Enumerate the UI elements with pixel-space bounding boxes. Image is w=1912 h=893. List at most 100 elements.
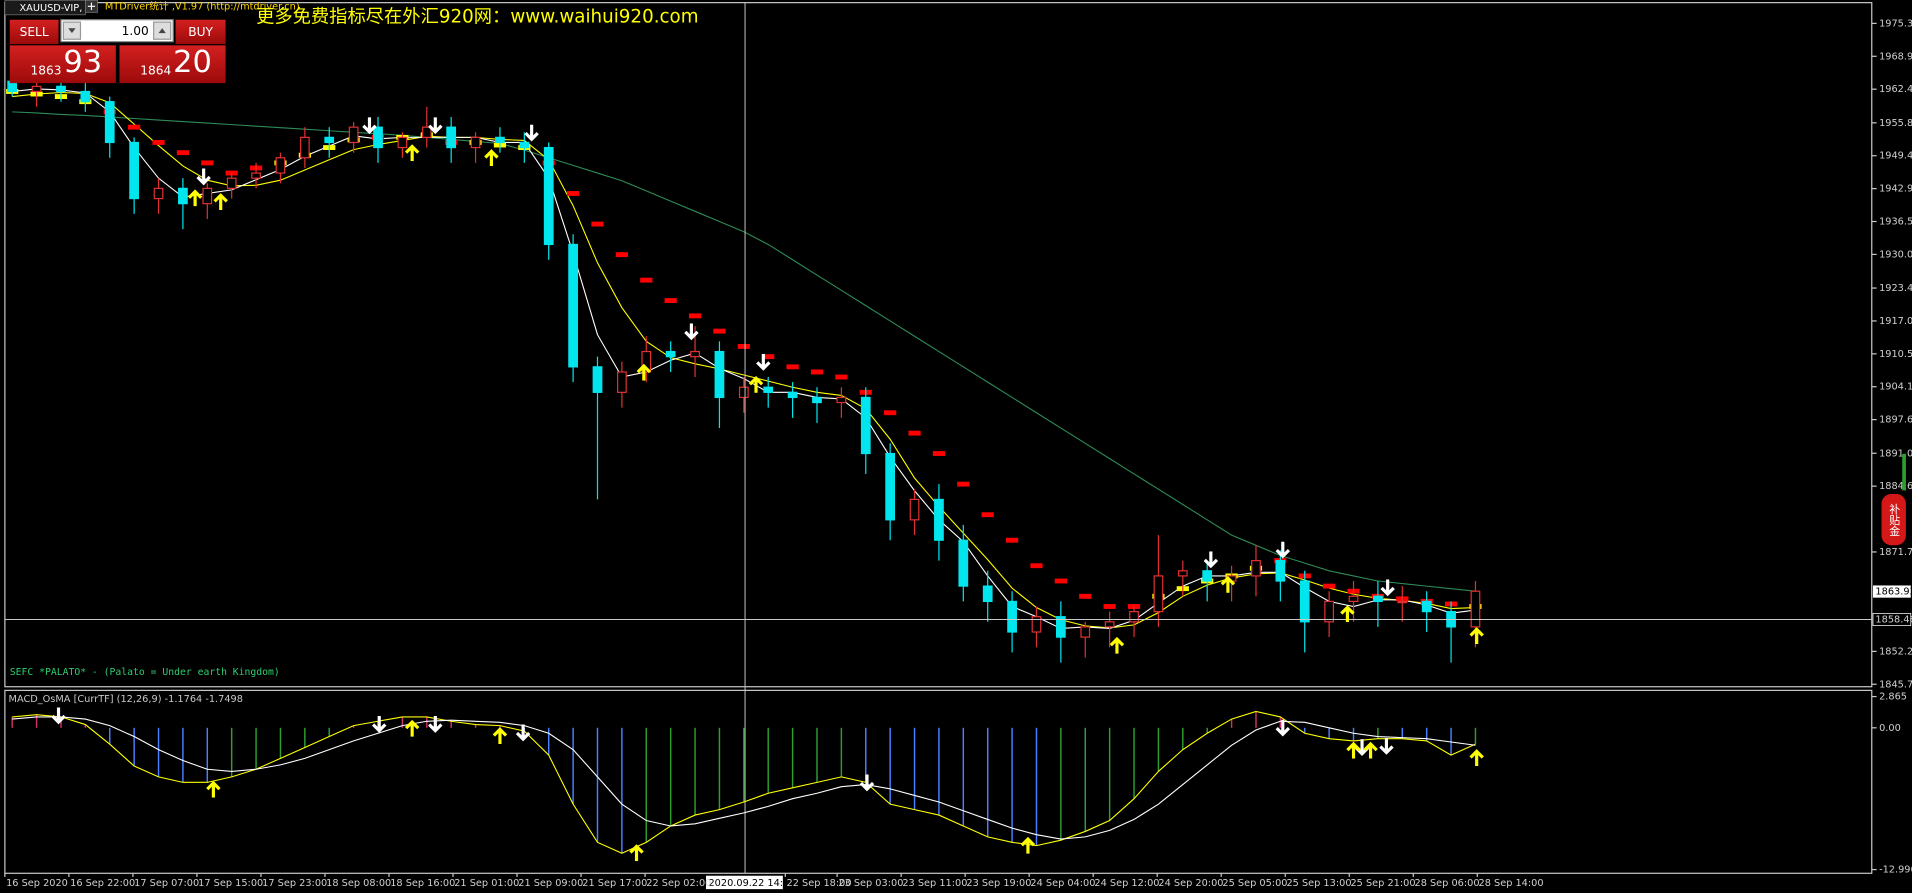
candle-body — [1348, 595, 1359, 603]
candle-body — [519, 141, 530, 149]
sell-button[interactable] — [9, 19, 59, 45]
candle-body — [251, 172, 261, 179]
candle-body — [1055, 616, 1066, 638]
candle-body — [226, 177, 237, 189]
plot-layer: 1975.35 1968.90 1962.45 1955.85 1949.40 1942.… — [4, 2, 1912, 890]
osc-label: MACD_OsMA [CurrTF] (12,26,9) -1.1764 -1.… — [9, 694, 243, 705]
trend-dot — [713, 328, 726, 334]
y-tick-label: 1949.40 — [1879, 151, 1912, 162]
trend-dot — [664, 298, 677, 303]
x-tick-label: 21 Sep 01:00 — [454, 878, 519, 889]
bid-box[interactable] — [9, 45, 116, 84]
candle-body — [812, 396, 822, 404]
candle-body — [714, 350, 725, 399]
y-tick-label: 1923.45 — [1879, 283, 1912, 294]
candle-body — [1129, 610, 1139, 623]
candle-body — [178, 187, 188, 205]
y-tick-label: 1968.90 — [1879, 51, 1912, 62]
bid-label: 1863.93 — [1875, 587, 1912, 598]
y-tick-label: 1917.00 — [1879, 316, 1912, 327]
candle-body — [958, 539, 969, 587]
y-tick-label: 1904.10 — [1879, 382, 1912, 393]
lots-up-icon — [158, 28, 166, 34]
candle-body — [543, 146, 554, 246]
candle-body — [1421, 600, 1432, 613]
candle-body — [763, 386, 774, 393]
trend-dot — [1323, 583, 1336, 589]
candle-body — [592, 366, 603, 393]
candle-body — [373, 126, 383, 149]
trend-dot — [932, 451, 946, 456]
crosshair-price: 1858.46 — [1875, 614, 1912, 625]
trend-dot — [810, 369, 824, 375]
crosshair-time-box — [706, 875, 783, 890]
candle-body — [1397, 600, 1408, 604]
y-tick-label: -12.9969 — [1879, 865, 1912, 876]
main-frame — [4, 2, 1873, 688]
x-tick-label: 16 Sep 22:00 — [70, 878, 135, 889]
ask-box[interactable] — [119, 45, 226, 84]
side-badge[interactable] — [1881, 494, 1906, 546]
candle-body — [324, 136, 335, 144]
trend-dot — [615, 252, 628, 258]
x-tick-label: 17 Sep 15:00 — [198, 878, 263, 889]
buy-button[interactable] — [175, 19, 226, 45]
y-tick-label: 1955.85 — [1879, 118, 1912, 129]
x-tick-label: 28 Sep 14:00 — [1479, 878, 1544, 889]
trend-dot — [981, 512, 994, 518]
candle-body — [1080, 626, 1091, 638]
bid-small: 93 — [63, 45, 102, 80]
bid-big: 1863 — [30, 63, 61, 77]
x-tick-label: 24 Sep 12:00 — [1094, 878, 1159, 889]
candle-body — [299, 136, 310, 159]
y-tick-label: 1975.35 — [1879, 18, 1912, 29]
trend-dot — [762, 354, 775, 360]
candle-body — [836, 396, 847, 404]
x-tick-label: 17 Sep 07:00 — [134, 878, 199, 889]
trend-dot — [1103, 604, 1116, 609]
lots-input[interactable] — [60, 19, 174, 43]
lots-value: 1.00 — [122, 24, 149, 38]
candle-body — [690, 350, 700, 358]
ask-big: 1864 — [140, 63, 171, 77]
x-tick-label: 23 Sep 11:00 — [902, 878, 967, 889]
candle-body — [641, 350, 652, 373]
x-tick-label: 16 Sep 2020 — [6, 878, 68, 889]
x-tick-label: 22 Sep 02:00 — [646, 878, 711, 889]
ma-line — [12, 111, 1476, 592]
x-tick-label: 21 Sep 09:00 — [518, 878, 583, 889]
osc-frame — [4, 689, 1873, 874]
candle-body — [31, 85, 42, 93]
y-tick-label: 1910.55 — [1879, 349, 1912, 360]
x-tick-label: 25 Sep 13:00 — [1286, 878, 1351, 889]
candle-body — [1007, 600, 1017, 633]
trend-dot — [688, 313, 702, 319]
candle-body — [1373, 595, 1383, 603]
ask-small: 20 — [173, 45, 212, 80]
trend-dot — [1079, 593, 1092, 599]
candle-body — [934, 498, 944, 541]
bid-label-box — [1872, 585, 1911, 598]
candle-body — [202, 187, 213, 205]
candle-body — [470, 136, 481, 149]
trend-dot — [128, 124, 141, 130]
candle-body — [1104, 621, 1115, 628]
candle-body — [56, 85, 66, 93]
x-tick-label: 22 Sep 18:00 — [787, 878, 852, 889]
candle-body — [617, 371, 627, 393]
chart-tab-label: XAUUSD-VIP, — [20, 3, 83, 14]
candle-body — [446, 126, 457, 149]
x-tick-label: 25 Sep 21:00 — [1350, 878, 1415, 889]
trend-dot — [640, 277, 653, 283]
y-tick-label: 1884.60 — [1879, 481, 1912, 492]
candle-body — [1470, 590, 1481, 628]
y-tick-label: 1845.75 — [1879, 679, 1912, 690]
candle-body — [495, 136, 505, 144]
candle-body — [1202, 570, 1213, 582]
indicator-label: SEFC *PALATO* - (Palato = Under earth Ki… — [10, 667, 280, 678]
trend-dot — [835, 374, 848, 380]
candle-body — [153, 187, 164, 200]
candle-body — [1299, 580, 1310, 623]
